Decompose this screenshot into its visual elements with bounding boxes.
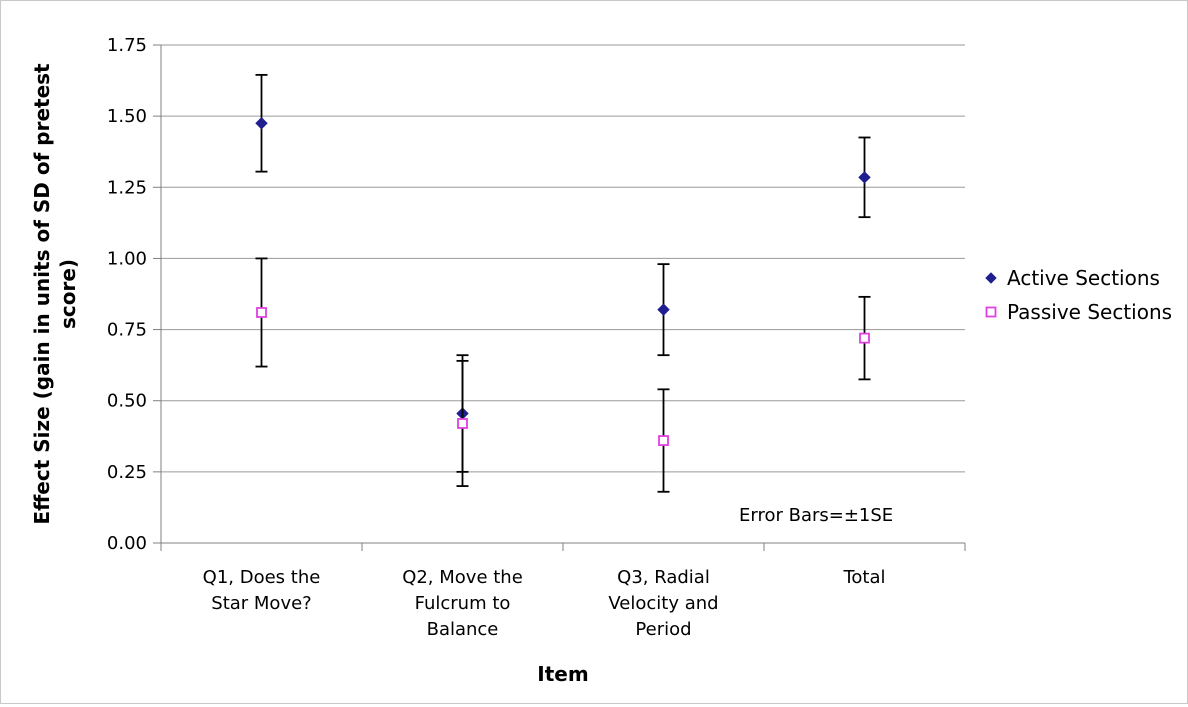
y-tick-label: 1.75: [107, 35, 147, 56]
data-marks: [255, 73, 871, 493]
x-category-label: Total: [842, 567, 885, 588]
error-bars-annotation: Error Bars=±1SE: [739, 505, 893, 526]
passive-point: [658, 435, 669, 446]
active-point: [858, 171, 871, 184]
y-tick-label: 1.25: [107, 177, 147, 198]
x-category-label: Q2, Move the Fulcrum to Balance: [402, 567, 523, 640]
y-tick-label: 0.00: [107, 533, 147, 554]
active-point: [255, 117, 268, 130]
y-tick-label: 0.25: [107, 462, 147, 483]
passive-point: [256, 307, 267, 318]
y-tick-label: 1.50: [107, 106, 147, 127]
legend-marker-active: [985, 272, 997, 284]
x-category-label: Q1, Does the Star Move?: [203, 567, 321, 614]
legend-label: Passive Sections: [1007, 300, 1172, 324]
x-category-labels: Q1, Does the Star Move? Q2, Move the Fulcru…: [203, 567, 886, 640]
legend-label: Active Sections: [1007, 266, 1160, 290]
y-tick-label: 0.50: [107, 391, 147, 412]
gridlines: [161, 44, 965, 473]
y-axis-title: Effect Size (gain in units of SD of pret…: [30, 63, 80, 525]
legend: Active Sections Passive Sections: [985, 266, 1172, 324]
axes: [153, 44, 966, 551]
x-category-label: Q3, Radial Velocity and Period: [608, 567, 718, 640]
y-tick-label: 0.75: [107, 320, 147, 341]
passive-point: [457, 418, 468, 429]
passive-point: [859, 332, 870, 344]
legend-marker-passive: [985, 306, 997, 318]
active-point: [657, 303, 670, 316]
y-tick-labels: 0.00 0.25 0.50 0.75 1.00 1.25 1.50 1.75: [107, 35, 147, 554]
x-axis-title: Item: [537, 662, 588, 686]
y-tick-label: 1.00: [107, 248, 147, 269]
